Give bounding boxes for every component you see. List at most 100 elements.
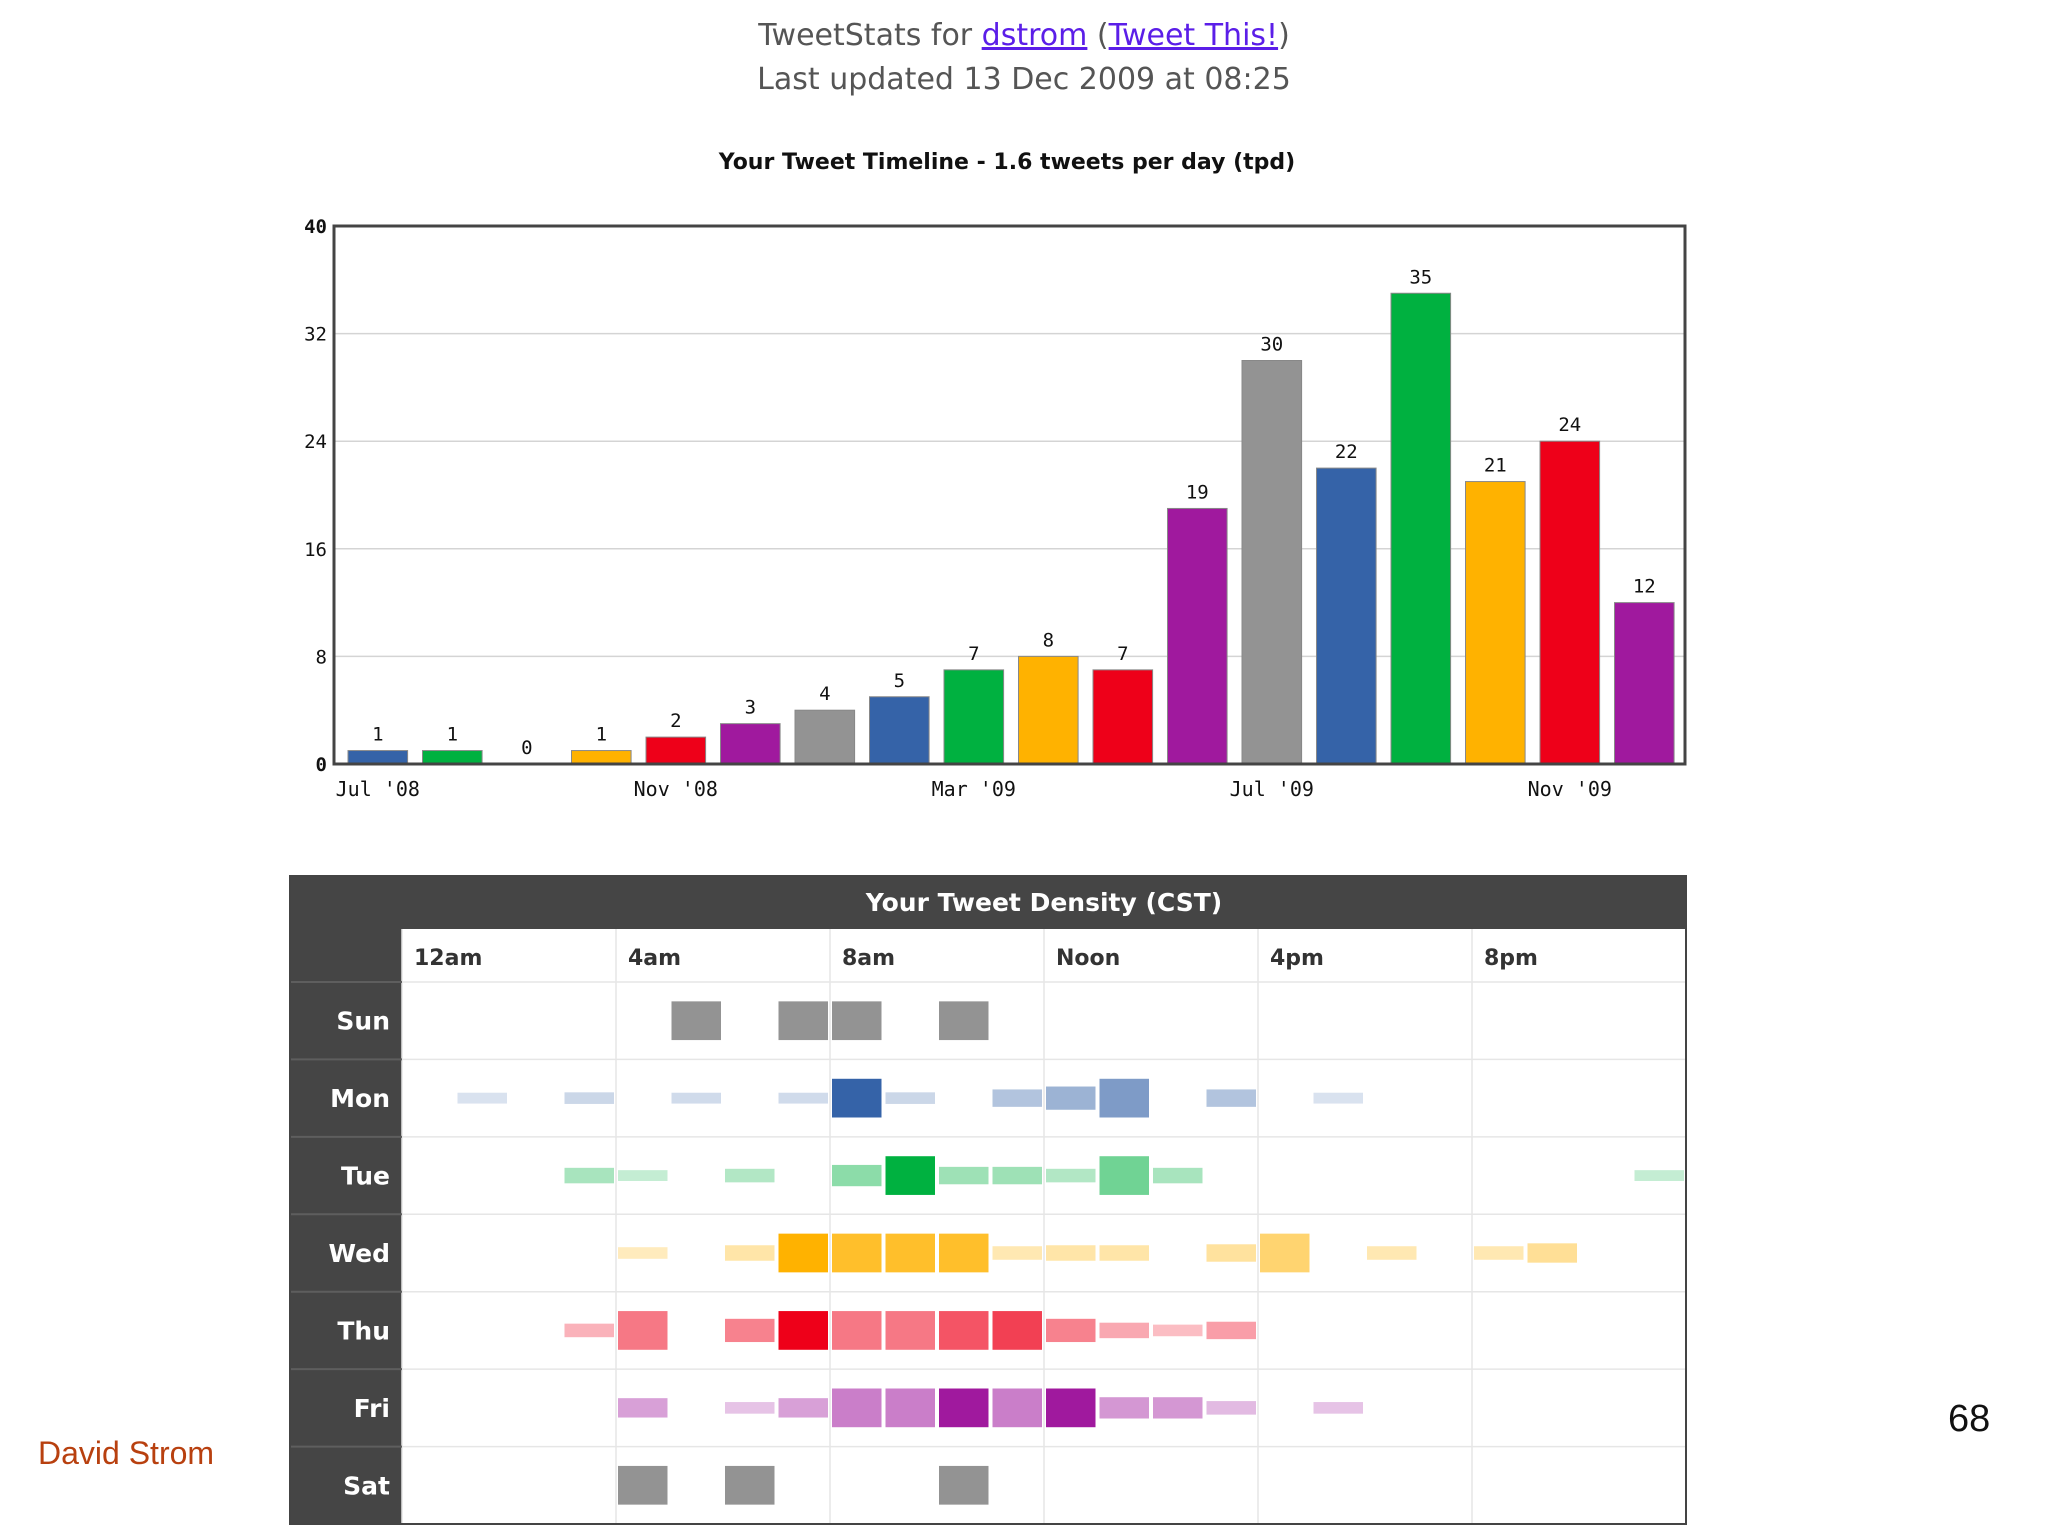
bar-data-label: 1	[596, 724, 607, 746]
heatmap-cell	[618, 1398, 668, 1418]
bar-mark	[571, 750, 632, 765]
heatmap-cell	[725, 1318, 775, 1343]
heatmap-cell	[832, 1388, 882, 1428]
heatmap-cell	[992, 1311, 1042, 1350]
heatmap-cell	[992, 1246, 1042, 1260]
heatmap-cell	[1046, 1086, 1096, 1110]
heatmap-cell	[1206, 1089, 1256, 1107]
bar-data-label: 1	[447, 724, 458, 746]
bar-data-label: 1	[372, 724, 383, 746]
bar-mark	[1390, 292, 1452, 765]
heatmap-cell	[885, 1092, 935, 1104]
heatmap-cell	[671, 1001, 721, 1041]
bar-y-tick-label: 8	[316, 646, 327, 668]
heatmap-cell	[1099, 1245, 1149, 1261]
heatmap-cell	[1153, 1324, 1203, 1337]
heatmap-day-label: Mon	[330, 1084, 390, 1113]
heatmap-cell	[939, 1388, 989, 1428]
bar-plot-frame	[332, 224, 1687, 766]
heatmap-cell	[1206, 1321, 1256, 1340]
heatmap-cell	[1634, 1170, 1684, 1181]
heatmap-col-label: 4am	[628, 946, 681, 971]
heatmap-cell	[1099, 1156, 1149, 1195]
heatmap-col-label: 8pm	[1484, 946, 1538, 971]
heatmap-title-band	[290, 876, 1686, 929]
heatmap-cell	[618, 1170, 668, 1181]
heatmap-cell	[618, 1247, 668, 1259]
heatmap-cell	[832, 1311, 882, 1350]
bar-x-tick-label: Mar '09	[932, 777, 1016, 801]
bar-x-tick-label: Nov '08	[634, 777, 718, 801]
bar-x-tick-label: Jul '08	[336, 777, 420, 801]
heatmap-cell	[939, 1166, 989, 1185]
heatmap-cell	[885, 1233, 935, 1273]
heatmap-cell	[778, 1001, 828, 1041]
page-number: 68	[1948, 1398, 1991, 1440]
heatmap-cell	[1046, 1318, 1096, 1343]
bar-plot-area	[334, 226, 1685, 764]
bar-mark	[1167, 507, 1228, 765]
bar-mark	[645, 736, 707, 765]
heatmap-cell	[725, 1402, 775, 1414]
bar-y-tick-label: 40	[304, 216, 327, 238]
heatmap-cell	[939, 1465, 989, 1505]
heatmap-cell	[885, 1388, 935, 1428]
heatmap-cell	[1313, 1092, 1363, 1104]
heatmap-day-label: Sun	[336, 1007, 390, 1036]
heatmap-day-column	[290, 876, 402, 1524]
bar-mark	[422, 750, 483, 765]
heatmap-col-label: 8am	[842, 946, 895, 971]
bar-data-label: 22	[1335, 441, 1358, 463]
heatmap-cell	[832, 1078, 882, 1118]
heatmap-cell	[939, 1311, 989, 1350]
bar-mark	[869, 696, 930, 765]
heatmap-cell	[1046, 1245, 1096, 1261]
bar-data-label: 24	[1558, 414, 1581, 436]
heatmap-cell	[939, 1233, 989, 1273]
bar-y-tick-label: 24	[304, 431, 327, 453]
heatmap-cell	[564, 1323, 614, 1338]
bar-mark	[943, 669, 1005, 765]
heatmap-cell	[671, 1092, 721, 1104]
bar-y-tick-label: 32	[304, 324, 327, 346]
heatmap-col-label: Noon	[1056, 946, 1120, 971]
footer-author: David Strom	[38, 1435, 215, 1471]
bar-mark	[1316, 467, 1377, 765]
bar-chart-title: Your Tweet Timeline - 1.6 tweets per day…	[718, 150, 1295, 175]
bar-data-label: 0	[521, 737, 532, 759]
heatmap-cell	[1153, 1167, 1203, 1184]
heatmap-cell	[1046, 1168, 1096, 1183]
tweet-this-link[interactable]: Tweet This!	[1108, 18, 1279, 53]
heatmap-cell	[992, 1089, 1042, 1107]
header-paren-close: )	[1278, 18, 1290, 53]
bar-mark	[1465, 481, 1526, 765]
bar-data-label: 8	[1043, 629, 1054, 651]
bar-mark	[1241, 360, 1303, 765]
heatmap-day-label: Thu	[337, 1316, 390, 1345]
bar-data-label: 2	[670, 710, 681, 732]
bar-data-label: 12	[1633, 576, 1656, 598]
bar-mark	[1539, 440, 1601, 765]
heatmap-cell	[1206, 1244, 1256, 1262]
bar-mark	[1092, 669, 1154, 765]
bar-data-label: 21	[1484, 455, 1507, 477]
heatmap-cell	[885, 1311, 935, 1350]
heatmap-title: Your Tweet Density (CST)	[865, 888, 1222, 917]
bar-data-label: 5	[894, 670, 905, 692]
heatmap-cell	[992, 1166, 1042, 1185]
bar-mark	[347, 750, 409, 765]
heatmap-cell	[778, 1233, 828, 1273]
heatmap-cell	[1260, 1233, 1310, 1273]
heatmap-cell	[1367, 1246, 1417, 1260]
user-link[interactable]: dstrom	[981, 18, 1088, 53]
heatmap-cell	[1527, 1243, 1577, 1263]
heatmap-cell	[832, 1164, 882, 1187]
bar-y-tick-label: 0	[316, 754, 327, 776]
last-updated-text: Last updated 13 Dec 2009 at 08:25	[757, 62, 1291, 97]
heatmap-cell	[1313, 1402, 1363, 1414]
heatmap-cell	[992, 1388, 1042, 1428]
heatmap-cell	[778, 1398, 828, 1418]
bar-mark	[794, 709, 856, 765]
heatmap-cell	[1099, 1397, 1149, 1419]
bar-data-label: 35	[1409, 266, 1432, 288]
